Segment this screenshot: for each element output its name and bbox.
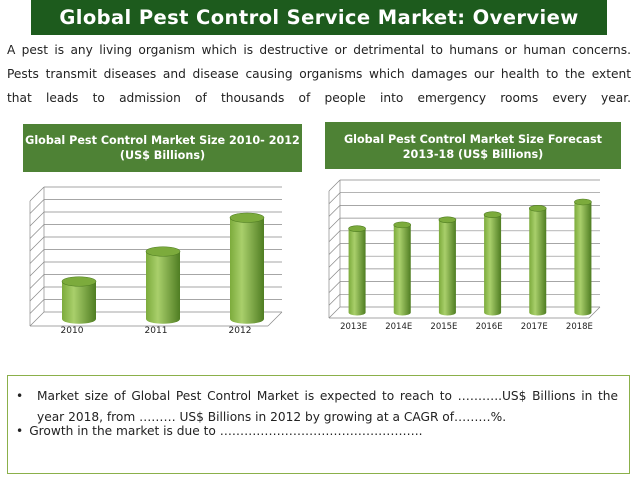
gridline bbox=[328, 243, 341, 255]
gridline bbox=[29, 224, 45, 239]
chart-title-line: Global Pest Control Market Size 2010- 20… bbox=[25, 134, 300, 147]
gridline bbox=[29, 299, 45, 314]
forecast-bar-top bbox=[574, 198, 592, 206]
summary-bullet: • Growth in the market is due to ……………………… bbox=[16, 421, 422, 442]
historical-bar-top bbox=[145, 246, 181, 257]
chart-title-line: Global Pest Control Market Size Forecast bbox=[343, 133, 603, 146]
forecast-tick-label: 2013E bbox=[340, 322, 367, 332]
chart-forecast-title: Global Pest Control Market Size Forecast… bbox=[325, 122, 621, 169]
gridline bbox=[29, 311, 45, 327]
forecast-tick-label: 2015E bbox=[430, 322, 457, 332]
gridline bbox=[328, 255, 341, 268]
forecast-bar-top bbox=[438, 216, 457, 224]
gridline bbox=[328, 281, 341, 293]
historical-tick-label: 2011 bbox=[145, 326, 168, 336]
gridline bbox=[328, 217, 341, 230]
forecast-bar bbox=[438, 219, 456, 316]
gridline bbox=[328, 268, 341, 281]
forecast-bar-top bbox=[528, 205, 547, 212]
forecast-tick-label: 2018E bbox=[566, 322, 593, 332]
forecast-bar bbox=[574, 202, 592, 316]
forecast-tick-label: 2014E bbox=[385, 322, 412, 332]
intro-line: A pest is any living organism which is d… bbox=[7, 43, 631, 57]
gridline bbox=[29, 261, 45, 277]
bullet-dot: • bbox=[16, 389, 24, 403]
intro-paragraph: A pest is any living organism which is d… bbox=[7, 38, 631, 110]
gridline bbox=[328, 294, 341, 306]
gridline bbox=[29, 199, 45, 214]
historical-bar bbox=[230, 217, 264, 324]
historical-bar-top bbox=[61, 276, 97, 287]
gridline bbox=[29, 274, 45, 289]
summary-bullet-text: Growth in the market is due to ………………………… bbox=[29, 424, 423, 438]
forecast-bar-top bbox=[393, 221, 412, 229]
gridline bbox=[29, 186, 45, 202]
forecast-bar-top bbox=[483, 211, 502, 219]
gridline bbox=[29, 236, 45, 252]
historical-tick-label: 2010 bbox=[61, 326, 84, 336]
axis-line bbox=[588, 306, 601, 319]
page-title: Global Pest Control Service Market: Over… bbox=[31, 0, 607, 35]
forecast-tick-label: 2016E bbox=[476, 322, 503, 332]
historical-bar bbox=[146, 251, 180, 324]
forecast-tick-label: 2017E bbox=[521, 322, 548, 332]
chart-title-line: (US$ Billions) bbox=[119, 149, 206, 162]
forecast-bar bbox=[529, 208, 547, 316]
summary-bullet-text: Market size of Global Pest Control Marke… bbox=[37, 389, 618, 424]
gridline bbox=[328, 192, 341, 204]
gridline bbox=[328, 179, 341, 192]
summary-box: • Market size of Global Pest Control Mar… bbox=[7, 375, 630, 474]
axis-line bbox=[267, 311, 283, 327]
chart-title-line: 2013-18 (US$ Billions) bbox=[402, 148, 544, 161]
gridline bbox=[29, 249, 45, 264]
forecast-bar bbox=[348, 228, 366, 316]
historical-bar-top bbox=[229, 212, 265, 223]
forecast-bar bbox=[484, 214, 502, 316]
gridline bbox=[29, 211, 45, 227]
gridline bbox=[328, 230, 341, 243]
chart-historical-title: Global Pest Control Market Size 2010- 20… bbox=[23, 124, 302, 172]
gridline bbox=[328, 205, 341, 217]
gridline bbox=[29, 286, 45, 302]
forecast-bar-top bbox=[348, 225, 366, 232]
historical-tick-label: 2012 bbox=[229, 326, 252, 336]
intro-line: Pests transmit diseases and disease caus… bbox=[7, 67, 631, 81]
historical-bar bbox=[62, 281, 96, 324]
intro-line: that leads to admission of thousands of … bbox=[7, 91, 631, 105]
summary-bullet: • Market size of Global Pest Control Mar… bbox=[16, 386, 618, 428]
bullet-dot: • bbox=[16, 424, 24, 438]
forecast-bar bbox=[393, 224, 411, 316]
gridline bbox=[328, 306, 341, 319]
